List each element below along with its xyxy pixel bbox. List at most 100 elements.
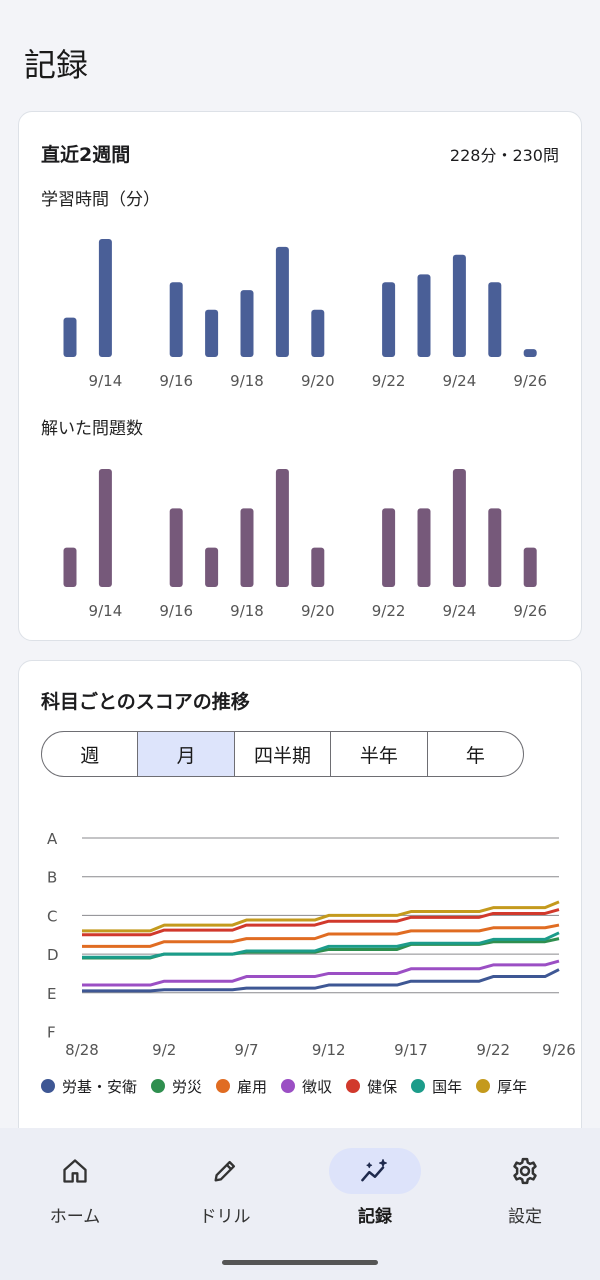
recent-summary: 228分・230問	[449, 146, 559, 165]
score-x-tick-label: 8/28	[65, 1041, 99, 1059]
home-indicator	[222, 1260, 378, 1265]
problems-bar	[240, 508, 254, 587]
problems-tick-label: 9/24	[443, 602, 477, 620]
chart-sparkle-icon	[361, 1158, 387, 1182]
legend-label: 厚年	[497, 1077, 528, 1096]
legend-color-dot	[41, 1079, 55, 1093]
study-time-bar	[275, 246, 289, 357]
study-time-bar	[311, 309, 325, 357]
study-time-bar	[452, 254, 466, 357]
problems-bar	[311, 547, 325, 587]
study-time-bar	[169, 282, 183, 357]
score-level-label: F	[47, 1024, 56, 1042]
nav-settings[interactable]: 設定	[450, 1148, 600, 1238]
study-time-tick-label: 9/22	[372, 372, 406, 390]
legend-color-dot	[281, 1079, 296, 1093]
study-time-tick-label: 9/16	[159, 372, 193, 390]
legend-color-dot	[411, 1079, 426, 1093]
scores-title: 科目ごとのスコアの推移	[41, 691, 250, 713]
problems-bar	[417, 508, 431, 587]
legend-item: 国年	[411, 1075, 462, 1097]
problems-bar	[488, 508, 502, 587]
nav-home-label: ホーム	[49, 1207, 101, 1227]
problems-tick-label: 9/14	[89, 602, 123, 620]
score-series-line	[82, 923, 560, 948]
problems-bar	[169, 508, 183, 587]
nav-drill-label: ドリル	[199, 1207, 251, 1227]
home-icon	[63, 1159, 87, 1183]
gear-icon	[513, 1157, 537, 1185]
legend-color-dot	[216, 1079, 231, 1093]
problems-chart: 9/14 9/16 9/18 9/20 9/22 9/24 9/26	[63, 469, 547, 620]
problems-bar	[275, 469, 289, 587]
score-series-line	[82, 900, 560, 933]
period-tab-year[interactable]: 年	[465, 744, 485, 767]
score-series-line	[82, 959, 560, 987]
recent-card: 直近2週間 228分・230問 学習時間（分） 9/14 9/16 9/18 9/20…	[18, 111, 582, 641]
legend-color-dot	[346, 1079, 361, 1093]
score-level-label: C	[47, 907, 57, 925]
score-level-label: B	[47, 869, 57, 887]
bottom-navigation: ホーム ドリル 記録 設定	[0, 1128, 600, 1280]
score-series-line	[82, 931, 560, 959]
legend-label: 労災	[172, 1077, 203, 1096]
study-time-label: 学習時間（分）	[41, 190, 160, 210]
legend-item: 雇用	[216, 1075, 267, 1097]
study-time-bar	[382, 282, 396, 357]
nav-drill[interactable]: ドリル	[150, 1148, 300, 1238]
problems-bar	[205, 547, 219, 587]
study-time-tick-label: 9/26	[513, 372, 547, 390]
problems-bar	[523, 547, 537, 587]
nav-records[interactable]: 記録	[300, 1148, 450, 1238]
study-time-tick-label: 9/24	[443, 372, 477, 390]
score-x-tick-label: 9/26	[542, 1041, 576, 1059]
problems-bar	[98, 469, 112, 587]
problems-bar	[452, 469, 466, 587]
score-series-line	[82, 968, 560, 993]
score-x-tick-label: 9/12	[312, 1041, 346, 1059]
legend-item: 労基・安衛	[41, 1075, 137, 1097]
nav-records-label: 記録	[358, 1207, 392, 1227]
problems-tick-label: 9/22	[372, 602, 406, 620]
pencil-icon	[214, 1160, 236, 1182]
score-legend: 労基・安衛 労災 雇用 徴収 健保 国年 厚年	[41, 1075, 561, 1097]
scores-card: 科目ごとのスコアの推移 週 月 四半期 半年 年 A B C D E F 8/28 9/2 9/…	[18, 660, 582, 1180]
period-tab-week[interactable]: 週	[42, 732, 139, 776]
problems-tick-label: 9/16	[159, 602, 193, 620]
period-tab-quarter[interactable]: 四半期	[235, 732, 332, 776]
legend-color-dot	[476, 1079, 491, 1093]
legend-item: 労災	[151, 1075, 202, 1097]
score-x-tick-label: 9/17	[394, 1041, 428, 1059]
legend-label: 徴収	[302, 1077, 333, 1096]
problems-tick-label: 9/20	[301, 602, 335, 620]
problems-label: 解いた問題数	[41, 419, 143, 439]
score-level-label: E	[47, 985, 56, 1003]
period-tab-half-year[interactable]: 半年	[331, 732, 428, 776]
score-trend-chart: A B C D E F 8/28 9/2 9/7 9/12 9/17 9/22 9/26	[47, 830, 576, 1059]
score-x-tick-label: 9/7	[234, 1041, 258, 1059]
score-x-tick-label: 9/2	[152, 1041, 176, 1059]
legend-item: 健保	[346, 1075, 397, 1097]
study-time-bar	[417, 274, 431, 357]
nav-settings-label: 設定	[508, 1207, 542, 1227]
period-tab-month[interactable]: 月	[138, 732, 235, 776]
page-title: 記録	[24, 46, 89, 84]
study-time-tick-label: 9/14	[89, 372, 123, 390]
recent-title: 直近2週間	[41, 144, 131, 166]
legend-item: 徴収	[281, 1075, 332, 1097]
study-time-bar	[488, 282, 502, 357]
legend-label: 労基・安衛	[62, 1077, 138, 1096]
score-series-line	[82, 908, 560, 937]
legend-label: 雇用	[237, 1077, 268, 1096]
study-time-bar	[240, 290, 254, 357]
problems-bar	[382, 508, 396, 587]
legend-label: 国年	[432, 1077, 463, 1096]
study-time-tick-label: 9/18	[230, 372, 264, 390]
study-time-bar	[98, 239, 112, 357]
score-level-label: A	[47, 830, 58, 848]
study-time-chart: 9/14 9/16 9/18 9/20 9/22 9/24 9/26	[63, 239, 547, 390]
study-time-bar	[523, 349, 537, 357]
nav-home[interactable]: ホーム	[0, 1148, 150, 1238]
problems-tick-label: 9/26	[513, 602, 547, 620]
legend-label: 健保	[367, 1077, 398, 1096]
